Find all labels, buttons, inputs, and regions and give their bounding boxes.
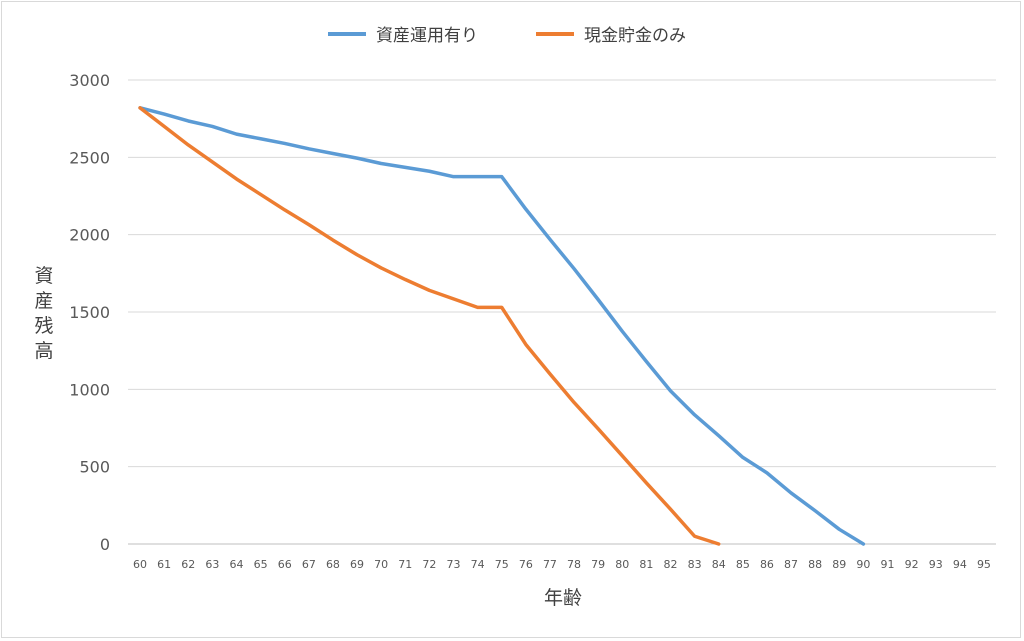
x-tick-label: 71 [398,558,412,571]
x-tick-label: 92 [905,558,919,571]
x-tick-label: 76 [519,558,533,571]
x-tick-label: 84 [712,558,726,571]
y-tick-label: 1500 [69,303,110,322]
x-tick-label: 81 [639,558,653,571]
x-tick-label: 75 [495,558,509,571]
x-tick-label: 70 [374,558,388,571]
legend: 資産運用有り 現金貯金のみ [328,26,686,46]
y-axis-title-char: 資 [34,265,53,287]
x-tick-label: 83 [688,558,702,571]
x-tick-label: 64 [230,558,244,571]
x-tick-label: 91 [881,558,895,571]
x-tick-label: 61 [157,558,171,571]
x-tick-label: 63 [205,558,219,571]
x-tick-label: 77 [543,558,557,571]
x-tick-label: 95 [977,558,991,571]
y-axis-title-char: 残 [34,315,53,337]
y-axis-title-char: 産 [34,290,53,312]
x-tick-label: 94 [953,558,967,571]
x-tick-label: 93 [929,558,943,571]
x-tick-label: 68 [326,558,340,571]
y-tick-label: 0 [100,535,110,554]
x-tick-label: 66 [278,558,292,571]
x-tick-label: 79 [591,558,605,571]
x-tick-label: 78 [567,558,581,571]
x-tick-labels: 60 61 62 63 64 65 66 67 68 69 70 71 72 73 74 75 76 77 78 79… [133,558,991,571]
series-line-1 [138,106,866,546]
legend-label: 現金貯金のみ [584,26,686,46]
x-tick-label: 88 [808,558,822,571]
x-tick-label: 69 [350,558,364,571]
gridlines [128,79,996,545]
y-tick-labels: 0 500 1000 1500 2000 2500 3000 [69,71,110,554]
x-tick-label: 67 [302,558,316,571]
series-line-2 [138,106,721,546]
y-tick-label: 2000 [69,226,110,245]
x-tick-label: 82 [664,558,678,571]
x-tick-label: 74 [471,558,485,571]
y-axis-title-char: 高 [34,340,53,362]
x-tick-label: 85 [736,558,750,571]
x-tick-label: 60 [133,558,147,571]
x-tick-label: 72 [422,558,436,571]
x-tick-label: 89 [832,558,846,571]
x-tick-label: 80 [615,558,629,571]
y-tick-label: 500 [79,458,110,477]
x-axis-title: 年齢 [544,587,582,609]
legend-label: 資産運用有り [376,26,478,46]
series-lines [138,106,866,546]
x-tick-label: 65 [254,558,268,571]
y-tick-label: 3000 [69,71,110,90]
x-tick-label: 62 [181,558,195,571]
x-tick-label: 87 [784,558,798,571]
x-tick-label: 86 [760,558,774,571]
x-tick-label: 73 [447,558,461,571]
y-tick-label: 2500 [69,148,110,167]
x-tick-label: 90 [856,558,870,571]
y-tick-label: 1000 [69,380,110,399]
